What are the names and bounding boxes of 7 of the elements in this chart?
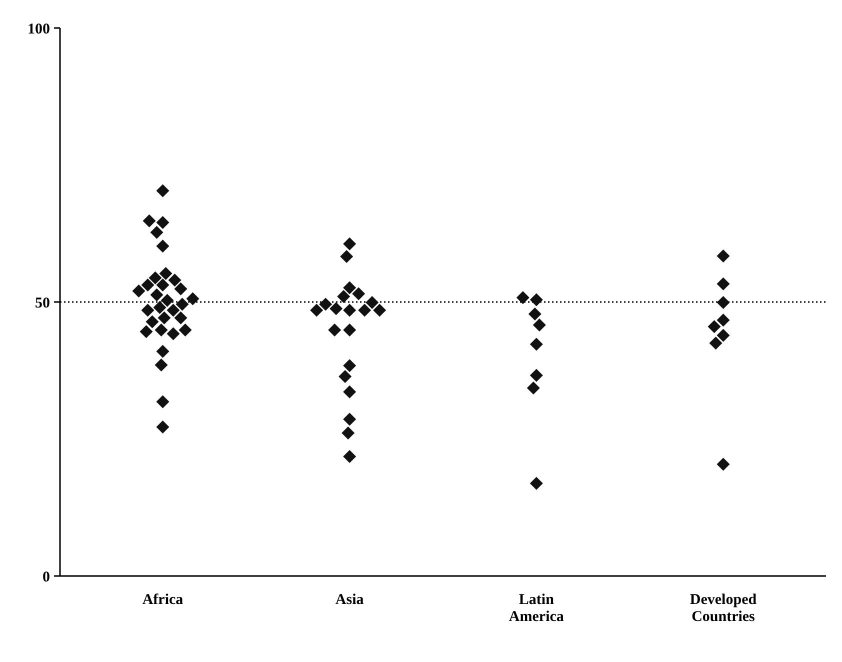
x-tick-label: Latin America [508,592,564,625]
y-tick-label: 100 [28,21,50,38]
x-tick-label: Asia [335,592,364,608]
x-tick-label: Developed Countries [690,592,758,625]
y-tick-label: 50 [35,295,50,312]
y-tick-label: 0 [42,569,50,586]
x-tick-label: Africa [142,592,184,608]
